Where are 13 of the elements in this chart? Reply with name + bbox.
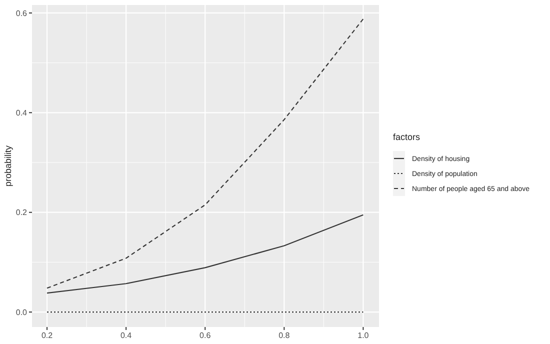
y-tick-label: 0.0 [16, 308, 28, 317]
x-tick-label: 0.4 [120, 331, 132, 340]
x-tick-label: 0.8 [278, 331, 290, 340]
x-tick-label: 0.6 [200, 331, 212, 340]
legend-title: factors [393, 132, 421, 142]
y-tick-label: 0.2 [16, 208, 28, 218]
line-series [46, 18, 364, 289]
x-tick-label: 0.2 [41, 331, 54, 340]
line-series [46, 214, 364, 294]
x-tick-label: 1.0 [358, 331, 370, 340]
y-tick-label: 0.6 [16, 8, 28, 18]
y-axis-title: probability [3, 144, 13, 187]
y-tick-label: 0.4 [16, 108, 28, 118]
